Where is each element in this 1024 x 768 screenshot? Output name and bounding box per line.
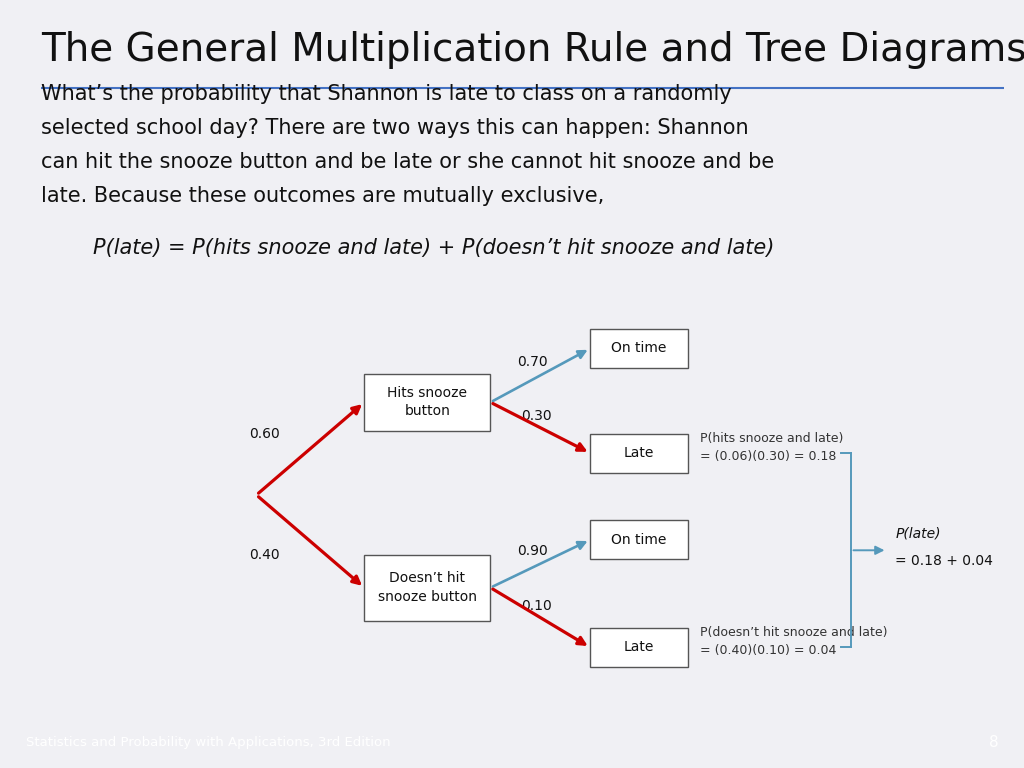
Text: P(late): P(late): [895, 527, 941, 541]
Text: = 0.18 + 0.04: = 0.18 + 0.04: [895, 554, 993, 568]
FancyBboxPatch shape: [590, 434, 688, 472]
FancyBboxPatch shape: [590, 521, 688, 559]
Text: On time: On time: [611, 533, 667, 547]
FancyBboxPatch shape: [590, 329, 688, 368]
Text: 0.30: 0.30: [521, 409, 552, 423]
Text: 8: 8: [989, 735, 998, 750]
Text: 0.10: 0.10: [521, 599, 552, 613]
Text: selected school day? There are two ways this can happen: Shannon: selected school day? There are two ways …: [41, 118, 749, 138]
Text: 0.40: 0.40: [249, 548, 280, 562]
Text: P(doesn’t hit snooze and late)
= (0.40)(0.10) = 0.04: P(doesn’t hit snooze and late) = (0.40)(…: [700, 626, 888, 657]
Text: Doesn’t hit
snooze button: Doesn’t hit snooze button: [378, 571, 477, 604]
Text: The General Multiplication Rule and Tree Diagrams: The General Multiplication Rule and Tree…: [41, 31, 1024, 69]
Text: can hit the snooze button and be late or she cannot hit snooze and be: can hit the snooze button and be late or…: [41, 152, 774, 172]
Text: On time: On time: [611, 342, 667, 356]
Text: P(hits snooze and late)
= (0.06)(0.30) = 0.18: P(hits snooze and late) = (0.06)(0.30) =…: [700, 432, 844, 462]
FancyBboxPatch shape: [590, 628, 688, 667]
Text: Statistics and Probability with Applications, 3rd Edition: Statistics and Probability with Applicat…: [26, 737, 390, 750]
Text: 0.60: 0.60: [249, 428, 280, 442]
Text: late. Because these outcomes are mutually exclusive,: late. Because these outcomes are mutuall…: [41, 187, 604, 207]
Text: Late: Late: [624, 641, 654, 654]
Text: Hits snooze
button: Hits snooze button: [387, 386, 467, 419]
Text: P(late) = P(hits snooze and late) + P(doesn’t hit snooze and late): P(late) = P(hits snooze and late) + P(do…: [93, 237, 774, 258]
Text: Late: Late: [624, 446, 654, 460]
FancyBboxPatch shape: [365, 374, 490, 431]
Text: What’s the probability that Shannon is late to class on a randomly: What’s the probability that Shannon is l…: [41, 84, 732, 104]
Text: 0.90: 0.90: [517, 544, 548, 558]
FancyBboxPatch shape: [365, 554, 490, 621]
Text: 0.70: 0.70: [517, 356, 548, 369]
